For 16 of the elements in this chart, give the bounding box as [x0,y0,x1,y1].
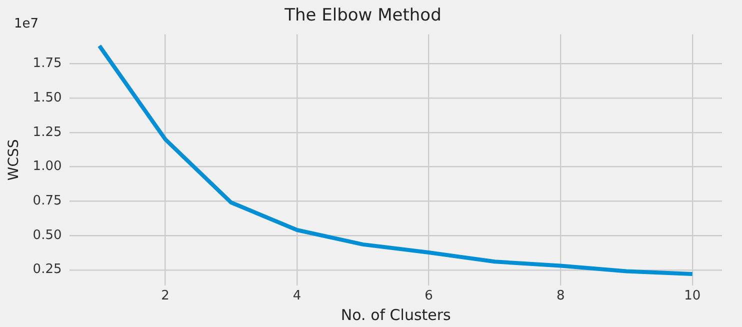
x-tick-label: 4 [292,288,302,304]
y-tick-label: 0.50 [32,228,62,243]
x-tick-label: 10 [684,288,701,304]
chart-title: The Elbow Method [284,6,442,26]
y-tick-label: 0.25 [32,262,62,278]
text: 1e7 [14,16,39,32]
y-tick-label: 0.75 [32,194,62,209]
x-tick-label: 6 [424,288,433,304]
x-tick-label: 8 [556,288,565,304]
x-axis-title: No. of Clusters [340,306,452,324]
y-axis-title: WCSS [6,139,22,181]
y-tick-label: 1.75 [32,56,62,72]
x-tick-label: 2 [161,288,170,304]
y-tick-label: 1.50 [32,90,62,106]
y-tick-label: 1.00 [32,159,62,174]
y-tick-label: 1.25 [32,124,62,140]
